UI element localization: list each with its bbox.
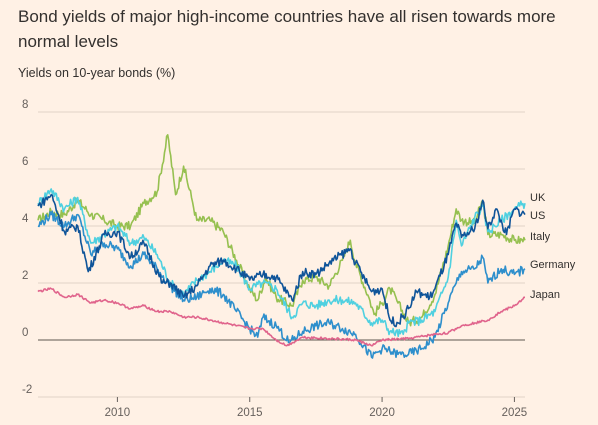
x-tick-label: 2025 bbox=[502, 407, 528, 419]
x-axis-ticks: 2010 2015 2020 2025 bbox=[38, 396, 528, 419]
series-label-italy: Italy bbox=[530, 231, 551, 243]
x-tick-label: 2010 bbox=[105, 407, 131, 419]
y-tick-label: -2 bbox=[22, 384, 32, 396]
series-label-germany: Germany bbox=[530, 259, 576, 271]
series-label-uk: UK bbox=[530, 192, 546, 204]
y-tick-label: 4 bbox=[22, 213, 29, 225]
x-tick-label: 2015 bbox=[237, 407, 263, 419]
series-line-japan bbox=[37, 287, 525, 347]
x-tick-label: 2020 bbox=[369, 407, 395, 419]
series-label-japan: Japan bbox=[530, 289, 560, 301]
chart-title: Bond yields of major high-income countri… bbox=[18, 7, 556, 51]
series-labels: UK US Italy Germany Japan bbox=[530, 192, 576, 301]
series-line-uk bbox=[37, 188, 526, 338]
series-line-us bbox=[37, 193, 526, 328]
y-tick-label: 0 bbox=[22, 327, 28, 339]
y-tick-label: 8 bbox=[22, 99, 28, 111]
y-tick-label: 2 bbox=[22, 270, 28, 282]
series-lines bbox=[37, 134, 526, 359]
y-tick-label: 6 bbox=[22, 156, 28, 168]
y-axis-label: Yields on 10-year bonds (%) bbox=[18, 66, 176, 80]
y-axis-ticks: -2 0 2 4 6 8 bbox=[22, 99, 32, 396]
series-line-germany bbox=[37, 210, 526, 359]
series-label-us: US bbox=[530, 210, 545, 222]
